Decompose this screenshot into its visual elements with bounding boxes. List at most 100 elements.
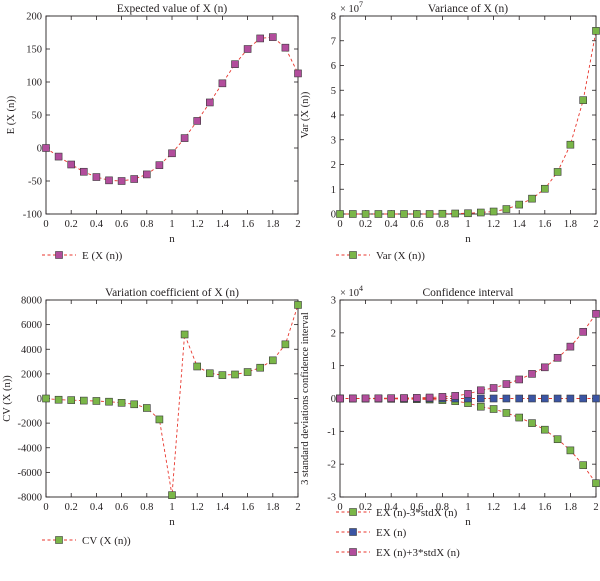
legend-label: EX (n)+3*stdX (n) [376, 547, 460, 559]
data-point [206, 98, 214, 107]
x-tick-label: 1.8 [266, 219, 279, 230]
x-tick-label: 0.8 [140, 219, 153, 230]
x-tick-label: 1.4 [513, 219, 527, 230]
series-1 [336, 394, 600, 488]
y-axis-label: Var (X (n)) [300, 91, 311, 138]
data-point [67, 160, 75, 169]
x-tick-label: 0.6 [410, 502, 423, 513]
data-point [579, 394, 588, 403]
data-point [412, 210, 421, 218]
legend-marker [55, 536, 63, 544]
data-point [515, 394, 524, 403]
data-point [579, 328, 588, 336]
y-tick-label: -6000 [18, 468, 43, 479]
series-1 [42, 33, 302, 185]
chart-panel-1: Expected value of X (n) 0 0.2 0.4 0.6 0.8 1 1.2… [6, 3, 302, 262]
x-tick-label: 1.8 [266, 502, 279, 513]
x-tick-label: 1.6 [241, 219, 254, 230]
exponent-power: 7 [359, 0, 363, 9]
y-tick-label: 50 [32, 111, 43, 122]
series-line [45, 36, 299, 182]
data-point [489, 405, 498, 413]
x-tick-label: 1.8 [564, 502, 577, 513]
y-tick-label: 6000 [21, 320, 42, 331]
x-tick-label: 0.8 [436, 502, 449, 513]
y-tick-label: -2000 [18, 419, 43, 430]
x-tick-label: 1.2 [191, 219, 204, 230]
data-point [117, 399, 126, 407]
x-tick-label: 1 [169, 219, 174, 230]
y-tick-label: 1 [331, 185, 336, 196]
plot-frame [45, 15, 299, 215]
x-tick-label: 1.4 [216, 502, 230, 513]
x-tick-label: 0.4 [90, 502, 104, 513]
legend-marker [349, 251, 357, 259]
data-point [400, 394, 408, 402]
legend-marker [349, 508, 357, 516]
y-tick-label: 6 [331, 61, 336, 72]
x-tick-label: 1.6 [538, 219, 551, 230]
data-point [438, 393, 447, 401]
data-point [374, 210, 383, 218]
data-point [80, 167, 88, 176]
data-point [231, 60, 239, 68]
data-point [553, 394, 562, 403]
data-point [193, 362, 201, 371]
x-tick-label: 0.6 [410, 219, 423, 230]
data-point [130, 400, 138, 409]
y-tick-label: 0 [331, 394, 336, 405]
y-tick-label: -8000 [18, 493, 43, 504]
x-tick-label: 1.6 [538, 502, 551, 513]
x-tick-label: 2 [295, 219, 300, 230]
data-point [579, 96, 588, 104]
data-point [105, 397, 113, 406]
x-tick-label: 0.2 [359, 502, 372, 513]
x-tick-label: 1 [465, 502, 470, 513]
data-point [476, 386, 485, 395]
x-tick-label: 0 [337, 219, 342, 230]
legend: CV (X (n)) [42, 535, 131, 547]
data-point [566, 394, 575, 403]
data-point [130, 175, 138, 183]
data-point [566, 446, 575, 455]
legend: Var (X (n)) [336, 250, 425, 262]
data-point [592, 309, 600, 318]
exponent-base: × 10 [340, 4, 359, 15]
y-tick-label: 3 [331, 135, 336, 146]
legend-label: EX (n)-3*stdX (n) [376, 507, 458, 519]
data-point [438, 209, 447, 218]
y-tick-label: 200 [26, 12, 42, 23]
y-tick-label: 3 [331, 296, 336, 307]
legend-marker [349, 528, 357, 536]
data-point [489, 384, 498, 392]
exponent-power: 4 [359, 284, 363, 293]
series-1 [42, 301, 302, 499]
data-point [425, 210, 434, 218]
y-axis-label: CV (X (n)) [2, 375, 13, 422]
data-point [268, 33, 277, 41]
y-tick-label: 2000 [21, 369, 42, 380]
x-axis-label: n [465, 233, 471, 245]
data-point [489, 207, 498, 216]
x-tick-label: 1.4 [513, 502, 527, 513]
chart-title: Confidence interval [422, 287, 513, 299]
data-point [105, 176, 113, 185]
data-point [143, 170, 151, 179]
x-tick-label: 1.2 [487, 502, 500, 513]
x-tick-label: 0 [337, 502, 342, 513]
data-point [387, 210, 396, 218]
x-tick-label: 0.6 [115, 502, 128, 513]
x-tick-label: 1.2 [191, 502, 204, 513]
data-point [540, 363, 549, 372]
data-point [553, 353, 562, 362]
x-tick-label: 1.6 [241, 502, 254, 513]
y-tick-label: 0 [331, 210, 336, 221]
data-point [515, 200, 524, 209]
data-point [336, 210, 344, 218]
data-point [592, 394, 600, 403]
y-tick-label: -50 [28, 177, 42, 188]
x-tick-label: 0.8 [140, 502, 153, 513]
data-point [515, 413, 524, 422]
data-point [281, 43, 290, 52]
